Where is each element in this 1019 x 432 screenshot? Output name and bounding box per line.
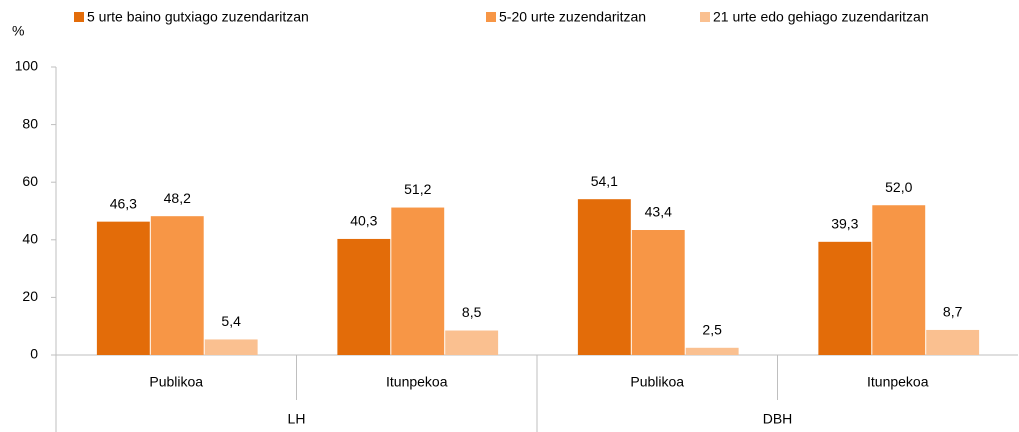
- bar: [445, 330, 499, 355]
- legend-label: 5-20 urte zuzendaritzan: [499, 9, 646, 25]
- legend-label: 21 urte edo gehiago zuzendaritzan: [713, 9, 929, 25]
- data-label: 51,2: [404, 181, 431, 197]
- data-label: 54,1: [591, 173, 618, 189]
- bar: [577, 199, 631, 355]
- data-label: 5,4: [221, 313, 241, 329]
- x-tick-label: Itunpekoa: [867, 374, 929, 390]
- data-label: 46,3: [110, 195, 137, 211]
- x-tick-label: Publikoa: [630, 374, 684, 390]
- data-label: 39,3: [831, 216, 858, 232]
- y-tick-label: 80: [22, 115, 38, 131]
- data-label: 43,4: [645, 204, 672, 220]
- legend-swatch: [486, 12, 496, 22]
- bar: [818, 241, 872, 355]
- y-tick-label: 40: [22, 231, 38, 247]
- bar: [631, 230, 685, 355]
- data-label: 48,2: [164, 190, 191, 206]
- data-label: 8,5: [462, 304, 482, 320]
- y-tick-label: 100: [15, 58, 39, 74]
- x-tick-label: Publikoa: [149, 374, 203, 390]
- bar: [337, 238, 391, 355]
- bar: [685, 347, 739, 355]
- legend-swatch: [74, 12, 84, 22]
- y-axis-label: %: [12, 23, 24, 39]
- bar: [96, 221, 150, 355]
- y-tick-label: 60: [22, 173, 38, 189]
- bar: [872, 205, 926, 355]
- bar: [204, 339, 258, 355]
- data-label: 2,5: [702, 322, 722, 338]
- data-label: 8,7: [943, 304, 963, 320]
- data-label: 40,3: [350, 213, 377, 229]
- bar: [150, 216, 204, 355]
- x-tick-label: Itunpekoa: [386, 374, 448, 390]
- group-label: LH: [288, 411, 306, 427]
- bar: [391, 207, 445, 355]
- y-tick-label: 0: [30, 346, 38, 362]
- bar: [926, 329, 980, 355]
- data-label: 52,0: [885, 179, 912, 195]
- y-tick-label: 20: [22, 288, 38, 304]
- legend-swatch: [700, 12, 710, 22]
- legend-label: 5 urte baino gutxiago zuzendaritzan: [87, 9, 309, 25]
- group-label: DBH: [763, 411, 793, 427]
